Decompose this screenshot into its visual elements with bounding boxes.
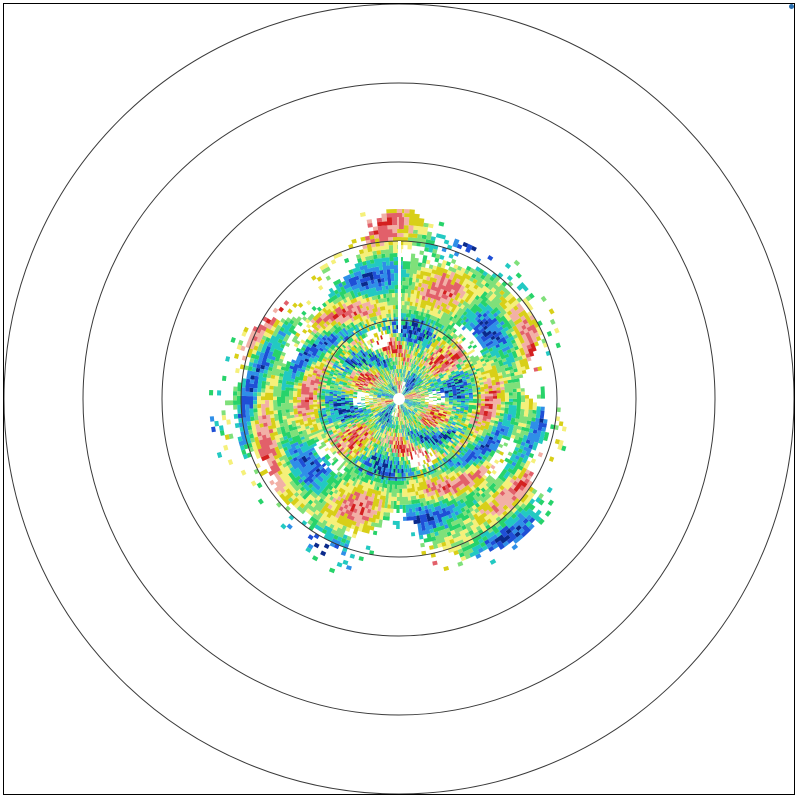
radar-scope: [4, 4, 794, 794]
radar-origin: [394, 394, 404, 404]
echo-color-band: [240, 209, 544, 527]
radial-gap-marker: [398, 241, 401, 333]
echo-color-band: [221, 222, 561, 567]
echo-color-band: [214, 233, 553, 568]
echo-color-band: [209, 221, 567, 574]
radar-display: [3, 3, 795, 795]
velocity-echo-field: [209, 209, 567, 574]
range-ring: [161, 161, 637, 637]
echo-color-band: [224, 209, 564, 572]
range-ring: [82, 82, 716, 716]
range-rings: [4, 4, 794, 794]
corner-marker-icon: [789, 4, 794, 9]
